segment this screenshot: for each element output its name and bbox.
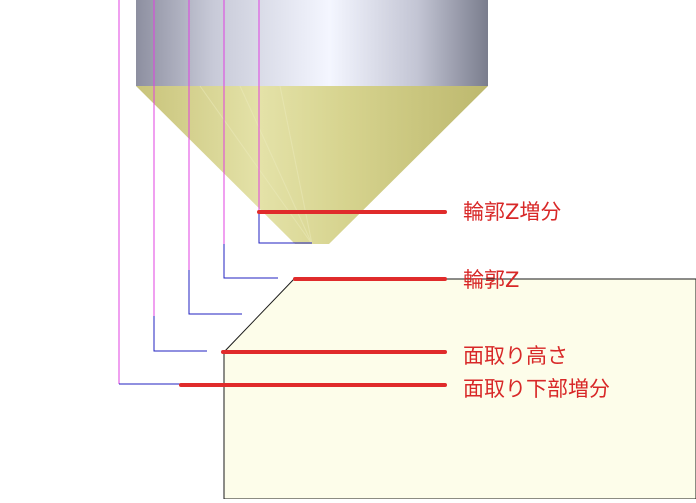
tool-path-contour-z	[223, 0, 278, 279]
tool-paths	[118, 0, 312, 385]
label-contour-z: 輪郭Z	[463, 268, 520, 292]
label-contour-z-increment: 輪郭Z増分	[463, 200, 562, 224]
tool-path-chamfer-height	[153, 0, 207, 352]
tool-path-chamfer-bottom	[118, 0, 180, 385]
tool-shank	[136, 0, 488, 86]
callout-lines	[179, 210, 447, 387]
label-chamfer-height: 面取り高さ	[463, 344, 568, 368]
workpiece	[223, 278, 696, 500]
tool-path-middle	[188, 0, 242, 315]
tool-path-contour-z-increment	[258, 0, 312, 244]
tool-cone-shading	[199, 85, 313, 245]
label-chamfer-bottom-increment: 面取り下部増分	[463, 377, 610, 401]
